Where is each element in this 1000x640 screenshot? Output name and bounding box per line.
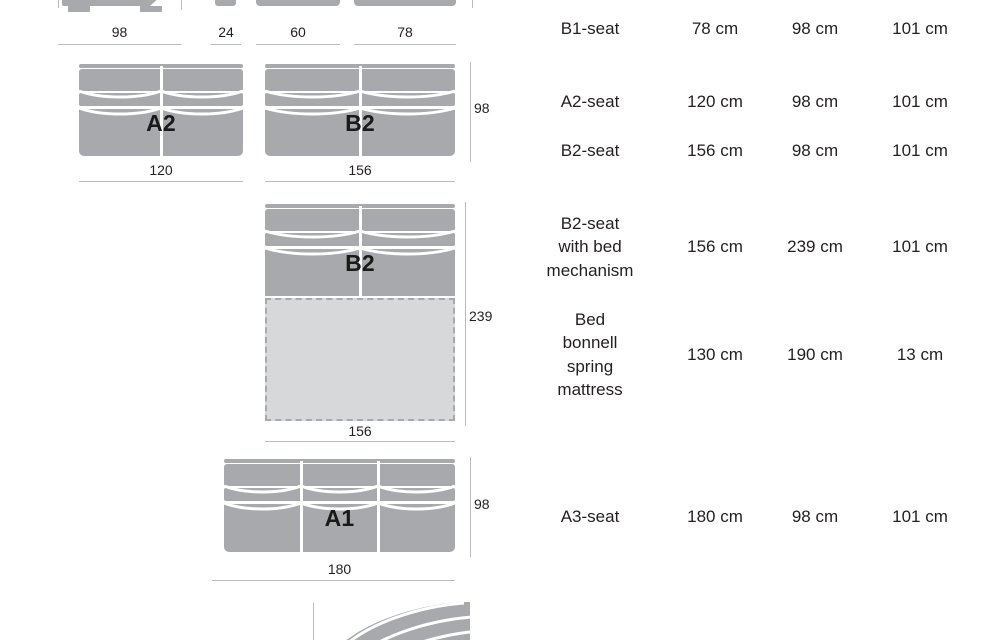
a2-code-label: A2 xyxy=(146,110,176,136)
dim-label-98-top: 98 xyxy=(111,24,128,40)
module-60-body xyxy=(256,0,340,6)
dim-line-78 xyxy=(354,44,456,45)
sofa-side-arm-bevel xyxy=(150,0,174,6)
table-row: B2-seat 156 cm 98 cm 101 cm xyxy=(500,139,1000,162)
spec-depth: 98 cm xyxy=(791,141,839,160)
dim-line-24 xyxy=(211,44,241,45)
spec-width: 120 cm xyxy=(687,92,743,111)
spec-width: 180 cm xyxy=(687,507,743,526)
a3-seat-divider-2 xyxy=(376,461,380,552)
a3-backrest xyxy=(224,464,455,486)
b2bed-code-label: B2 xyxy=(345,250,375,276)
a2-cushion-curves xyxy=(78,89,244,116)
spec-depth: 98 cm xyxy=(791,92,839,111)
spec-height: 101 cm xyxy=(892,237,948,257)
b2-code-label: B2 xyxy=(345,110,375,136)
dim-label-height-239: 239 xyxy=(469,308,493,324)
dim-line-height-98-a xyxy=(470,62,471,162)
dim-label-height-98-b: 98 xyxy=(474,496,490,512)
dim-line-98-top xyxy=(58,44,181,45)
dim-label-180: 180 xyxy=(327,561,352,577)
a3-seat-divider-1 xyxy=(299,461,303,552)
dim-line-60 xyxy=(256,44,340,45)
sofa-foot-left xyxy=(68,6,90,12)
dim-line-height-98-b xyxy=(470,457,471,557)
module-78-body xyxy=(354,0,456,6)
table-row: A2-seat 120 cm 98 cm 101 cm xyxy=(500,90,1000,113)
spec-depth: 98 cm xyxy=(791,507,839,526)
a3-code-label: A1 xyxy=(324,505,355,531)
spec-depth: 98 cm xyxy=(791,19,839,38)
sofa-side-body xyxy=(62,0,172,6)
spec-name: A3-seat xyxy=(560,507,620,526)
b2bed-seat-divider xyxy=(358,206,362,296)
dim-label-156-a: 156 xyxy=(348,162,372,178)
a3-top-rail xyxy=(224,459,455,463)
dim-line-height-239 xyxy=(465,202,466,426)
dim-line-180 xyxy=(212,580,455,581)
table-row: Bed bonnell spring mattress 130 cm 190 c… xyxy=(500,308,1000,402)
dim-tick-far-right-top xyxy=(472,0,473,8)
corner-module-curve xyxy=(346,601,481,640)
dim-line-120 xyxy=(79,181,243,182)
dim-line-156-bed xyxy=(265,441,455,442)
narrow-module-body xyxy=(215,0,236,6)
dim-label-78: 78 xyxy=(397,24,413,40)
dim-label-24: 24 xyxy=(218,24,234,40)
b2-cushion-curves xyxy=(264,89,456,116)
a3-seat-cushion xyxy=(224,504,455,552)
corner-dim-tick xyxy=(313,603,314,640)
spec-name: B1-seat xyxy=(560,19,620,38)
a3-cushion-curves xyxy=(223,484,456,511)
dim-label-60: 60 xyxy=(290,24,306,40)
dim-tick-right xyxy=(181,0,182,10)
dim-label-120: 120 xyxy=(149,162,173,178)
dim-label-156-bed: 156 xyxy=(348,423,372,439)
spec-depth: 190 cm xyxy=(787,345,843,365)
table-row: B2-seat with bed mechanism 156 cm 239 cm… xyxy=(500,212,1000,282)
spec-height: 101 cm xyxy=(892,92,948,111)
table-row: A3-seat 180 cm 98 cm 101 cm xyxy=(500,505,1000,528)
spec-name: Bed bonnell spring mattress xyxy=(557,310,623,400)
spec-name: B2-seat with bed mechanism xyxy=(546,214,634,280)
spec-width: 78 cm xyxy=(691,19,739,38)
dim-tick-left xyxy=(58,0,59,8)
b2bed-cushion-curves xyxy=(264,229,456,256)
spec-height: 101 cm xyxy=(892,507,948,526)
diagram-column: 98 24 60 78 xyxy=(58,0,493,640)
a2-seat-divider xyxy=(159,66,163,156)
spec-width: 156 cm xyxy=(687,141,743,160)
b2-seat-divider xyxy=(358,66,362,156)
spec-name: B2-seat xyxy=(560,141,620,160)
spec-table: B1-seat 78 cm 98 cm 101 cm A2-seat 120 c… xyxy=(500,0,1000,640)
dim-label-height-98-a: 98 xyxy=(474,100,490,116)
spec-name: A2-seat xyxy=(560,92,620,111)
spec-width: 130 cm xyxy=(687,345,743,365)
spec-depth: 239 cm xyxy=(787,237,843,257)
bed-mattress-outline xyxy=(265,298,455,421)
spec-height: 101 cm xyxy=(892,19,948,38)
dim-line-156-a xyxy=(265,181,455,182)
sofa-foot-right xyxy=(140,6,162,12)
table-row: B1-seat 78 cm 98 cm 101 cm xyxy=(500,17,1000,40)
spec-width: 156 cm xyxy=(687,237,743,257)
spec-height: 13 cm xyxy=(896,345,944,365)
spec-height: 101 cm xyxy=(892,141,948,160)
